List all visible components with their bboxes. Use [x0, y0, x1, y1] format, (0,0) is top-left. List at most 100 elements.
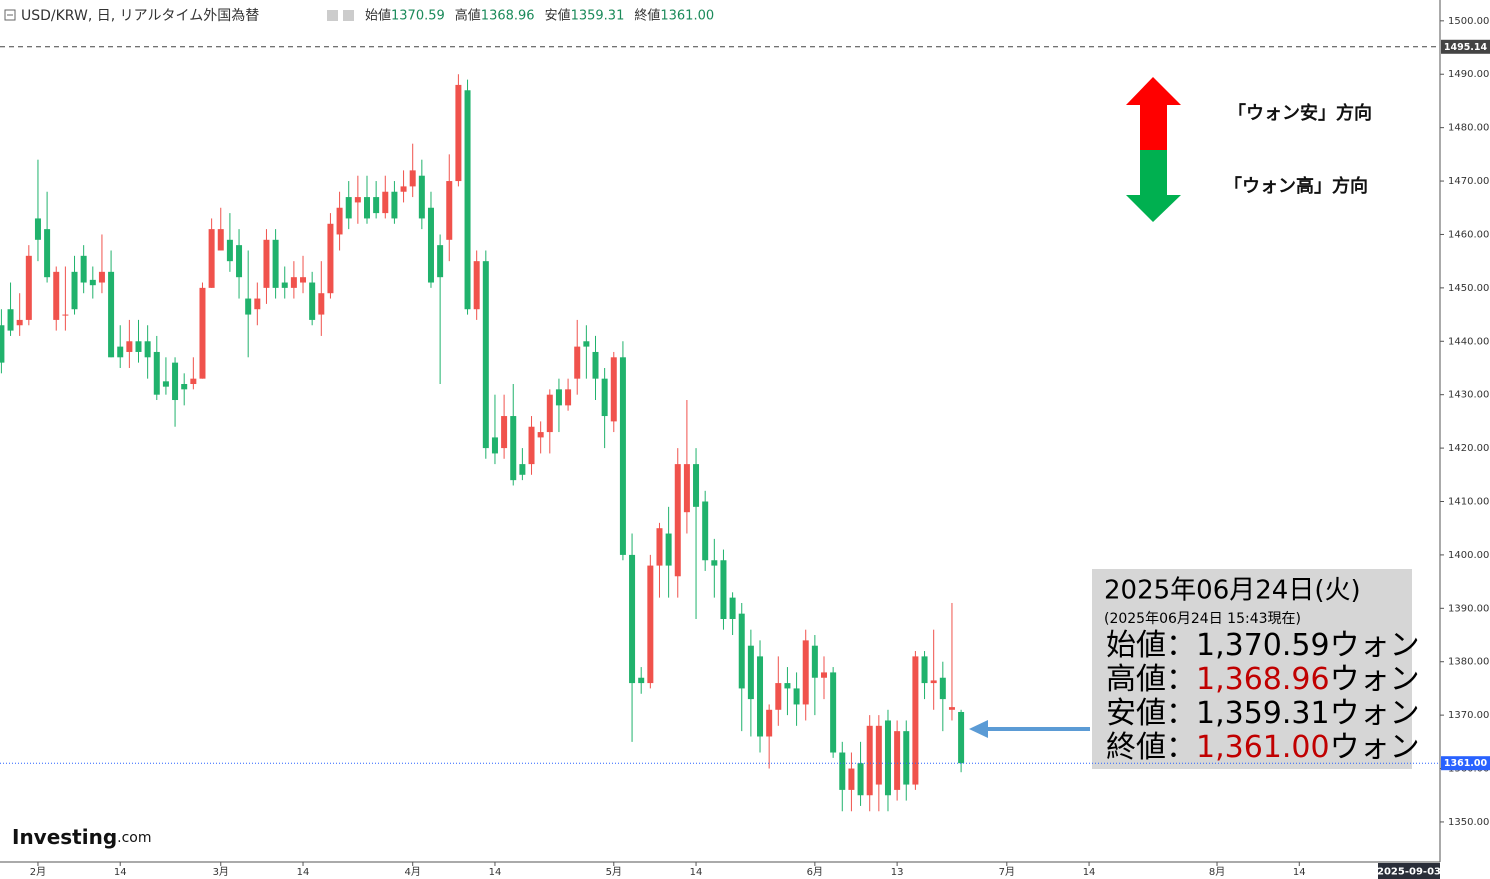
candle-body [336, 207, 343, 235]
candle-body [482, 261, 489, 449]
candle-body [930, 680, 937, 684]
candle-body [7, 309, 14, 331]
candle-body [418, 175, 425, 219]
info-date: 2025年06月24日(火) [1104, 576, 1361, 606]
info-separator: ： [1166, 662, 1196, 697]
y-tick-label: 1410.00 [1448, 496, 1489, 507]
candle-body [958, 711, 965, 764]
y-tick-label: 1370.00 [1448, 710, 1489, 721]
candle-body [400, 186, 407, 192]
candle-body [318, 293, 325, 315]
candle-body [345, 197, 352, 219]
candle-body [117, 346, 124, 358]
candle-body [199, 287, 206, 379]
info-value: 1,368.96 [1196, 662, 1330, 697]
info-unit: ウォン [1330, 628, 1420, 663]
x-tick-label: 14 [489, 867, 502, 878]
candle-body [711, 560, 718, 566]
ref-label-box [1441, 39, 1490, 54]
info-row: 始値：1,370.59ウォン [1106, 628, 1420, 663]
candle-body [501, 416, 508, 449]
ref-label: 1361.00 [1444, 758, 1488, 769]
candle-body [0, 325, 5, 363]
ohlc-value: 1359.31 [571, 9, 625, 24]
candle-body [300, 277, 307, 283]
candle-body [263, 239, 270, 288]
candle-body [217, 229, 224, 251]
candle-body [766, 709, 773, 737]
info-unit: ウォン [1330, 730, 1420, 765]
candle-body [427, 207, 434, 283]
y-tick-label: 1350.00 [1448, 817, 1489, 828]
logo: Investing.com [12, 825, 152, 849]
candle-body [674, 464, 681, 577]
candle-body [144, 341, 151, 358]
x-tick-label: 14 [690, 867, 703, 878]
candle-body [53, 271, 60, 320]
y-tick-label: 1460.00 [1448, 229, 1489, 240]
info-box [1092, 569, 1412, 769]
candle-body [71, 271, 78, 310]
collapse-icon[interactable] [4, 9, 16, 21]
candle-body [601, 378, 608, 417]
candle-body [839, 752, 846, 790]
date-marker-box [1378, 863, 1440, 879]
y-tick-label: 1430.00 [1448, 390, 1489, 401]
x-tick-label: 14 [1083, 867, 1096, 878]
candle-body [473, 261, 480, 310]
ohlc-value: 1368.96 [481, 9, 535, 24]
candle-body [665, 533, 672, 566]
candle-body [903, 731, 910, 785]
candle-body [135, 341, 142, 352]
x-tick-label: 13 [891, 867, 904, 878]
candle-body [455, 84, 462, 182]
candle-body [857, 763, 864, 796]
pointer-arrow-head [969, 720, 988, 738]
candle-body [446, 181, 453, 240]
y-tick-label: 1440.00 [1448, 336, 1489, 347]
ref-label-box [1441, 756, 1490, 771]
candle-body [912, 656, 919, 785]
up-arrow [1126, 77, 1181, 150]
candle-body [281, 282, 288, 288]
candle-body [948, 707, 955, 710]
candle-body [702, 501, 709, 561]
candle-body [821, 672, 827, 678]
candle-body [519, 464, 526, 475]
info-unit: ウォン [1330, 696, 1420, 731]
ohlc-value: 1370.59 [391, 9, 445, 24]
candle-body [592, 351, 599, 379]
candle-body [327, 223, 334, 294]
candle-body [555, 389, 562, 406]
candle-body [172, 362, 179, 401]
candle-body [236, 245, 243, 278]
candle-body [491, 437, 498, 454]
candle-body [272, 239, 279, 288]
info-row: 安値：1,359.31ウォン [1106, 696, 1420, 731]
logo-name: Investing [12, 825, 117, 849]
candle-body [784, 683, 791, 689]
candle-body [226, 239, 233, 262]
info-value: 1,359.31 [1196, 696, 1330, 731]
candle-body [738, 613, 745, 689]
symbol: USD/KRW, 日, リアルタイム外国為替 [21, 8, 259, 24]
candle-body [875, 725, 882, 785]
candle-body [802, 640, 809, 705]
candle-body [290, 277, 297, 288]
x-tick-label: 6月 [807, 866, 823, 878]
candle-body [848, 768, 855, 790]
candle-body [629, 554, 636, 684]
ref-label: 1495.14 [1444, 42, 1488, 53]
candle-body [89, 279, 96, 286]
info-rows: 始値：1,370.59ウォン高値：1,368.96ウォン安値：1,359.31ウ… [1106, 628, 1420, 765]
info-separator: ： [1166, 730, 1196, 765]
candle-body [153, 351, 160, 395]
y-tick-label: 1420.00 [1448, 443, 1489, 454]
candle-body [373, 197, 380, 214]
candle-body [190, 378, 197, 385]
candle-body [354, 197, 361, 203]
candle-body [80, 255, 87, 283]
logo-suffix: .com [117, 830, 151, 846]
ohlc-label: 安値 [545, 8, 571, 24]
y-tick-label: 1480.00 [1448, 123, 1489, 134]
